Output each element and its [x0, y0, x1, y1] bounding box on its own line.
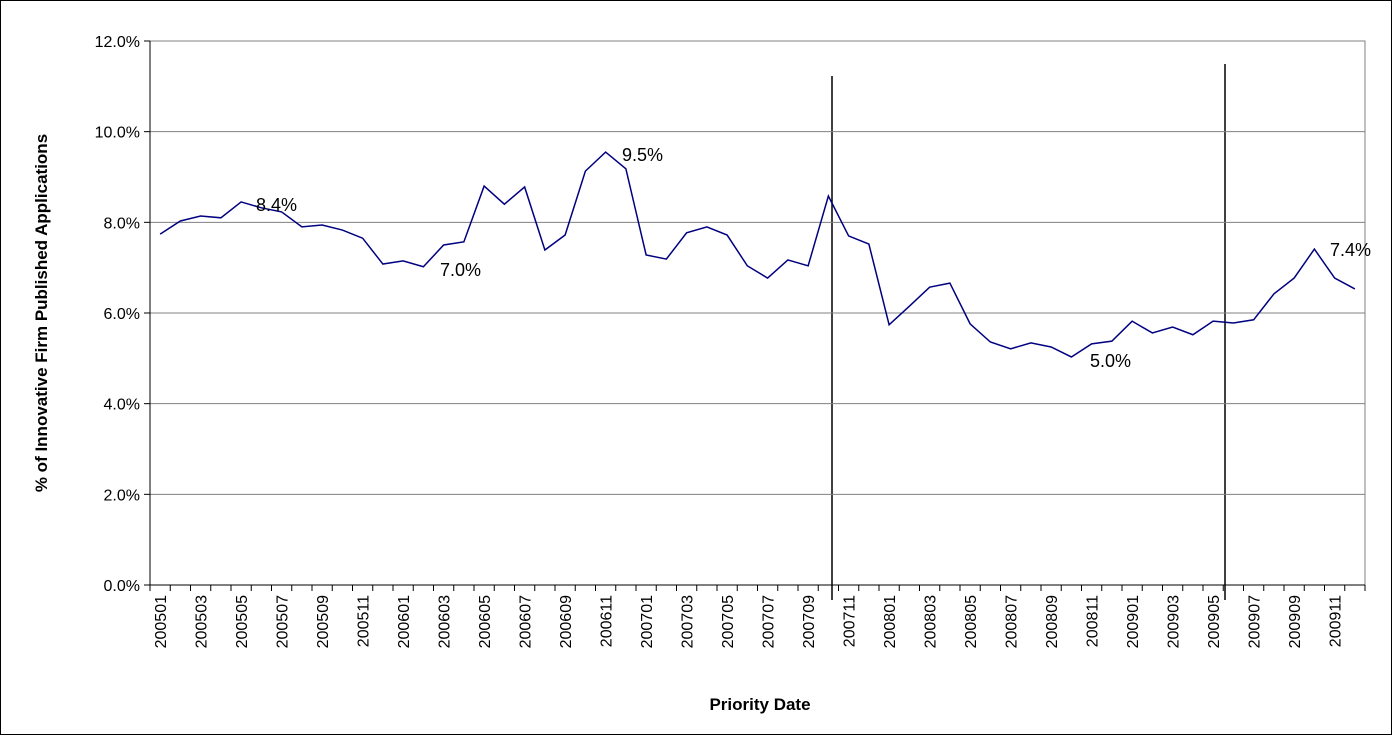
annotation: 9.5% — [622, 145, 663, 165]
x-tick-label: 200909 — [1287, 595, 1304, 648]
x-tick-label: 200811 — [1085, 595, 1102, 647]
x-tick-label: 200601 — [396, 595, 413, 648]
x-tick-label: 200709 — [801, 595, 818, 648]
x-tick-label: 200809 — [1044, 595, 1061, 648]
data-line — [159, 151, 1356, 358]
x-tick-label: 200609 — [558, 595, 575, 648]
x-tick-label: 200605 — [477, 595, 494, 648]
x-tick-label: 200903 — [1166, 595, 1183, 648]
annotation: 8.4% — [256, 195, 297, 215]
x-axis-label: Priority Date — [709, 695, 810, 714]
y-axis-label: % of Innovative Firm Published Applicati… — [32, 134, 51, 492]
x-tick-label: 200911 — [1328, 595, 1345, 647]
y-tick-label: 0.0% — [104, 578, 140, 595]
y-tick-label: 6.0% — [104, 306, 140, 323]
x-tick-label: 200805 — [963, 595, 980, 648]
x-tick-label: 200705 — [720, 595, 737, 648]
x-tick-label: 200701 — [639, 595, 656, 648]
x-tick-label: 200807 — [1004, 595, 1021, 648]
y-tick-label: 2.0% — [104, 487, 140, 504]
x-tick-label: 200611 — [599, 595, 616, 647]
y-tick-label: 10.0% — [95, 125, 140, 142]
x-tick-label: 200501 — [153, 595, 170, 648]
x-tick-label: 200905 — [1206, 595, 1223, 648]
x-tick-label: 200707 — [761, 595, 778, 648]
x-tick-label: 200711 — [842, 595, 859, 647]
x-tick-label: 200803 — [923, 595, 940, 648]
x-tick-label: 200511 — [356, 595, 373, 647]
y-tick-label: 12.0% — [95, 34, 140, 51]
x-tick-label: 200703 — [680, 595, 697, 648]
x-tick-label: 200801 — [882, 595, 899, 648]
x-tick-label: 200507 — [275, 595, 292, 648]
annotation: 7.0% — [440, 260, 481, 280]
y-tick-label: 8.0% — [104, 215, 140, 232]
y-tick-label: 4.0% — [104, 397, 140, 414]
x-tick-label: 200607 — [518, 595, 535, 648]
x-tick-label: 200509 — [315, 595, 332, 648]
x-tick-label: 200503 — [194, 595, 211, 648]
x-tick-label: 200901 — [1125, 595, 1142, 648]
x-tick-label: 200505 — [234, 595, 251, 648]
annotation: 7.4% — [1330, 240, 1371, 260]
x-tick-label: 200603 — [437, 595, 454, 648]
x-tick-label: 200907 — [1247, 595, 1264, 648]
annotation: 5.0% — [1090, 351, 1131, 371]
